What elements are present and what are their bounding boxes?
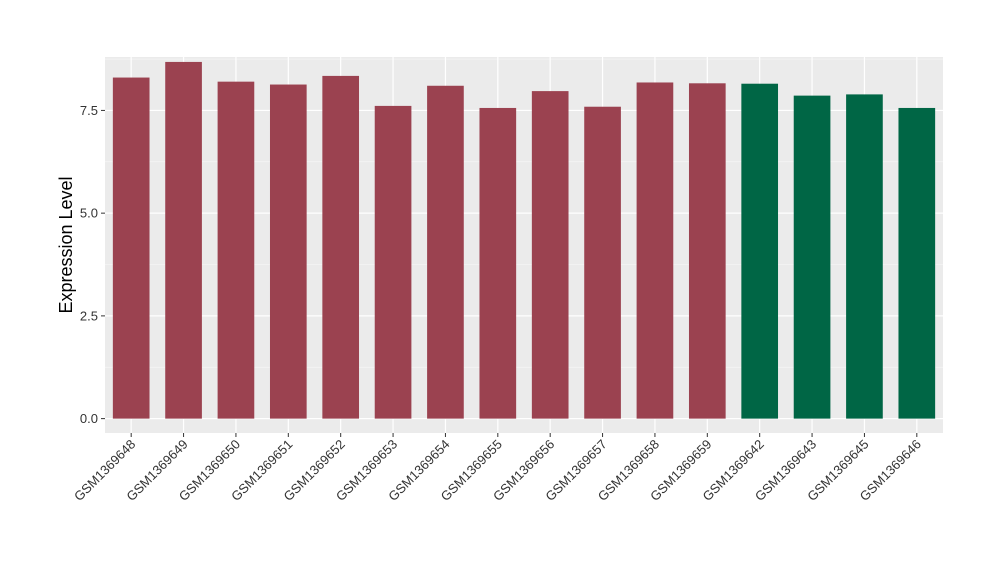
bar xyxy=(374,105,412,419)
bar xyxy=(165,61,202,419)
x-axis: GSM1369648GSM1369649GSM1369650GSM1369651… xyxy=(71,433,924,504)
bar xyxy=(793,95,831,419)
y-tick-label: 0.0 xyxy=(80,411,98,426)
y-axis-title: Expression Level xyxy=(56,176,76,313)
bar xyxy=(741,83,779,419)
bar xyxy=(322,75,360,419)
bar xyxy=(531,91,569,419)
bars xyxy=(112,61,936,419)
y-tick-label: 2.5 xyxy=(80,308,98,323)
bar xyxy=(269,84,307,419)
bar xyxy=(846,94,883,419)
bar xyxy=(636,82,674,419)
bar xyxy=(898,107,936,419)
y-tick-label: 5.0 xyxy=(80,206,98,221)
bar xyxy=(112,77,150,419)
y-axis: 0.0 2.5 5.0 7.5 xyxy=(80,103,105,426)
bar xyxy=(427,85,464,419)
y-tick-label: 7.5 xyxy=(80,103,98,118)
bar xyxy=(217,81,255,419)
bar xyxy=(584,106,621,419)
bar xyxy=(479,107,517,419)
bar xyxy=(688,83,726,419)
